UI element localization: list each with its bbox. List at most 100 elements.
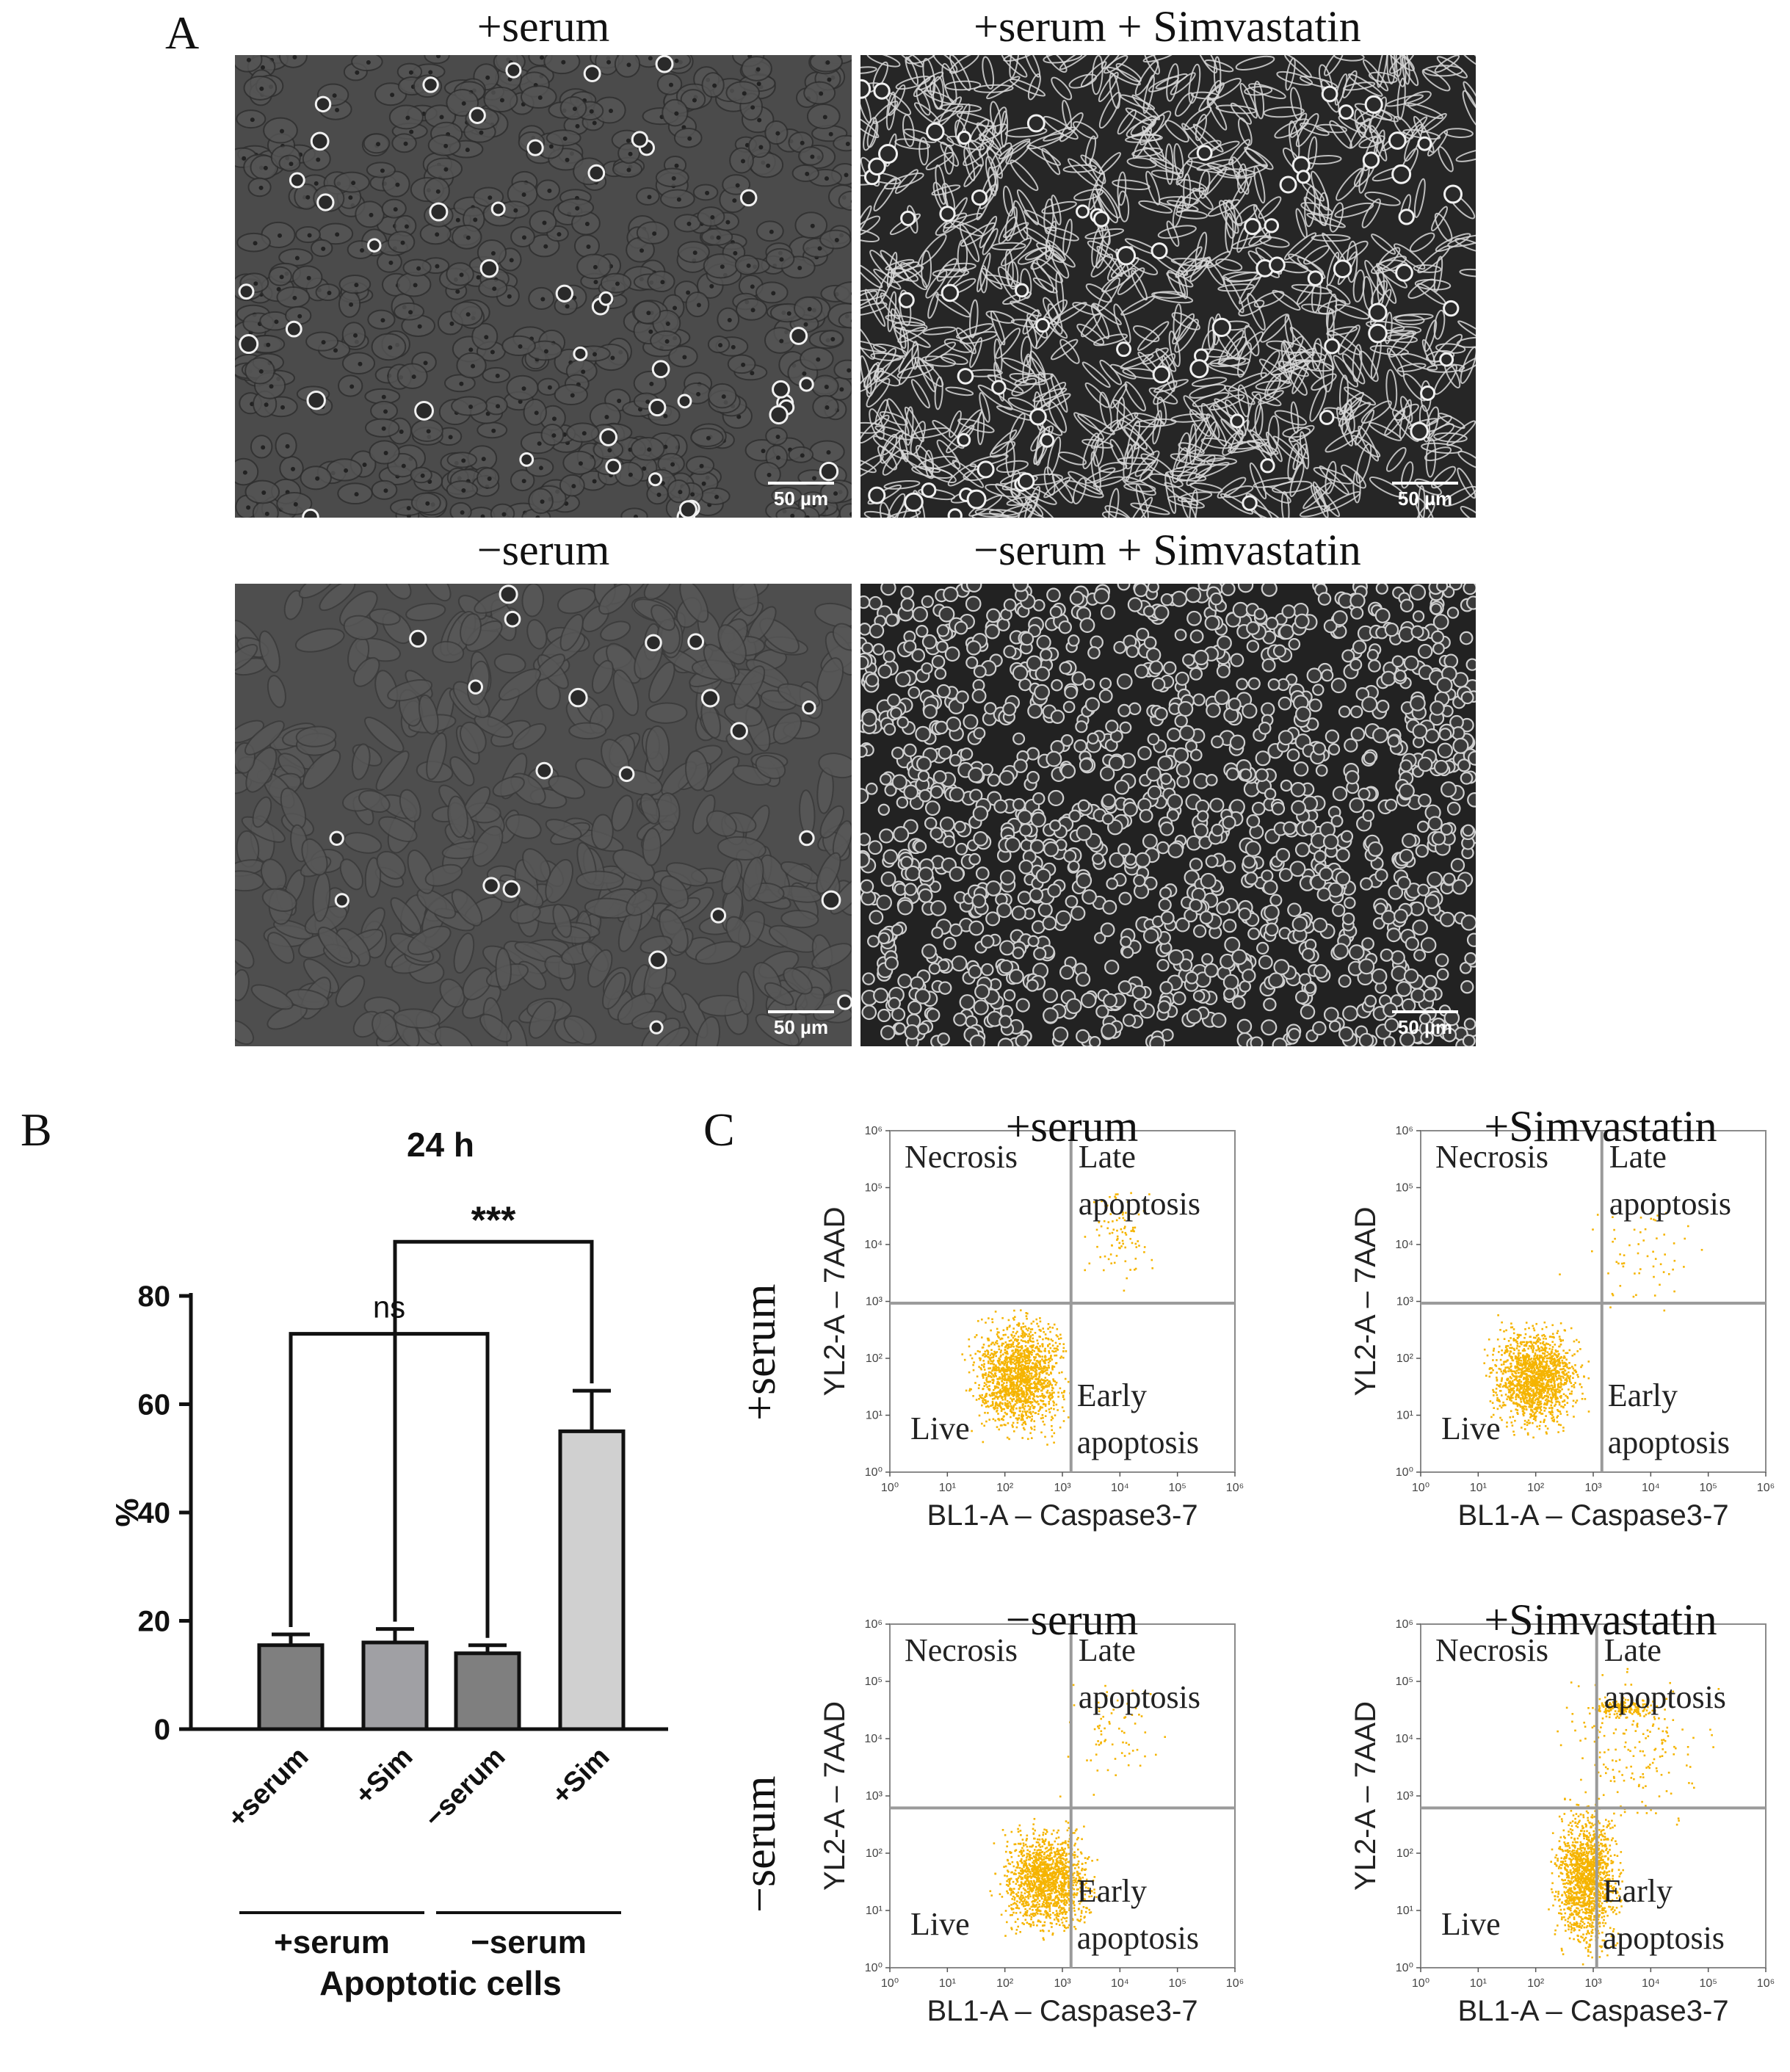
rounded-cell: [1094, 212, 1108, 226]
cell-texture: [235, 55, 852, 518]
rounded-cell: [507, 63, 521, 77]
rounded-cell: [770, 406, 787, 423]
quadrant-label-live: Live: [910, 1410, 970, 1446]
x-tick-label: 10³: [1584, 1482, 1602, 1494]
x-tick-label: 10²: [996, 1482, 1014, 1494]
rounded-cell: [791, 328, 807, 344]
y-tick-label: 10⁴: [1395, 1733, 1413, 1745]
micrograph-noserum-texture: [235, 584, 852, 1046]
panel-c-letter: C: [703, 1103, 735, 1157]
rounded-cell: [1308, 272, 1322, 286]
flow-title-4: +Simvastatin: [1417, 1595, 1784, 1645]
x-tick-label: 10⁴: [1642, 1482, 1660, 1494]
rounded-cell: [1213, 319, 1230, 336]
micro-title-noserum-simvastatin: −serum + Simvastatin: [859, 525, 1476, 576]
rounded-cell: [584, 66, 600, 81]
x-tick-label: 10³: [1054, 1977, 1071, 1990]
scale-bar: 50 µm: [1385, 482, 1465, 510]
micro-title-serum-simvastatin: +serum + Simvastatin: [859, 1, 1476, 52]
rounded-cell: [369, 239, 380, 251]
rounded-cell: [410, 631, 426, 646]
x-tick-label: 10⁵: [1699, 1977, 1717, 1990]
rounded-cell: [1280, 177, 1296, 192]
rounded-cell: [905, 493, 923, 511]
group-label: −serum: [471, 1924, 587, 1960]
rounded-cell: [689, 634, 703, 649]
rounded-cell: [958, 131, 970, 143]
rounded-cell: [650, 952, 666, 968]
quadrant-label-live: Live: [910, 1906, 970, 1942]
significance-label: ns: [373, 1290, 405, 1325]
scale-bar: 50 µm: [761, 482, 841, 510]
rounded-cell: [308, 391, 325, 408]
rounded-cell: [958, 369, 973, 384]
x-tick-label: 10⁵: [1168, 1482, 1186, 1494]
rounded-cell: [570, 689, 587, 706]
y-tick-label: 10⁰: [1396, 1962, 1413, 1974]
y-tick-label: 10³: [1396, 1296, 1414, 1308]
rounded-cell: [942, 285, 958, 301]
micro-title-noserum: −serum: [235, 525, 852, 576]
x-tick-label: 10⁶: [1226, 1482, 1244, 1494]
y-axis-label: YL2-A – 7AAD: [1349, 1207, 1382, 1397]
rounded-cell: [240, 336, 258, 353]
rounded-cell: [1245, 219, 1260, 233]
x-tick-label: 10⁰: [881, 1977, 899, 1990]
y-tick-label: 10⁴: [864, 1239, 883, 1251]
x-tick-label: +Sim: [349, 1742, 419, 1811]
rounded-cell: [650, 474, 662, 485]
rounded-cell: [702, 690, 718, 706]
x-axis-label: Apoptotic cells: [319, 1964, 562, 2002]
rounded-cell: [1231, 415, 1244, 427]
rounded-cell: [711, 909, 725, 922]
rounded-cell: [484, 878, 499, 894]
rounded-cell: [678, 395, 691, 407]
rounded-cell: [521, 453, 533, 466]
panel-c: C +serum −serum +serum +Simvastatin −ser…: [690, 1072, 1790, 2068]
micrograph-noserum-simvastatin-texture: [860, 584, 1476, 1046]
rounded-cell: [336, 894, 348, 907]
rounded-cell: [822, 891, 840, 909]
rounded-cell: [303, 510, 319, 518]
quadrant-label-live: Live: [1441, 1410, 1501, 1446]
y-tick-label: 10⁶: [1396, 1618, 1413, 1631]
rounded-cell: [949, 510, 961, 518]
y-tick-label: 10⁶: [1396, 1125, 1413, 1137]
rounded-cell: [1320, 411, 1333, 424]
bar: [259, 1645, 322, 1729]
rounded-cell: [1037, 319, 1049, 332]
y-tick-label: 10³: [866, 1790, 883, 1803]
rounded-cell: [504, 881, 519, 896]
x-tick-label: 10³: [1054, 1482, 1071, 1494]
x-tick-label: 10⁵: [1168, 1977, 1186, 1990]
rounded-cell: [653, 361, 669, 377]
rounded-cell: [1444, 301, 1458, 315]
rounded-cell: [1366, 96, 1382, 112]
rounded-cell: [557, 286, 572, 301]
micrograph-serum: 50 µm: [235, 55, 852, 518]
y-axis-label: YL2-A – 7AAD: [819, 1701, 851, 1891]
rounded-cell: [1322, 87, 1337, 101]
y-tick-label: 10²: [1396, 1847, 1414, 1860]
rounded-cell: [574, 347, 587, 360]
y-tick-label: 10³: [1396, 1790, 1414, 1803]
y-tick-label: 0: [154, 1714, 170, 1746]
significance-label: ***: [471, 1199, 516, 1242]
micro-title-serum: +serum: [235, 1, 852, 52]
y-tick-label: 80: [138, 1280, 171, 1313]
row-label-noserum: −serum: [734, 1776, 786, 1913]
rounded-cell: [481, 260, 498, 277]
significance-bracket: [291, 1334, 488, 1638]
y-tick-label: 10²: [866, 1352, 883, 1365]
y-tick-label: 10⁶: [865, 1618, 883, 1631]
rounded-cell: [741, 190, 756, 205]
rounded-cell: [424, 78, 438, 92]
scale-label: 50 µm: [774, 488, 828, 510]
micrograph-serum-simvastatin-texture: [860, 55, 1476, 518]
rounded-cell: [1369, 304, 1386, 321]
y-tick-label: 10⁰: [1396, 1466, 1413, 1479]
rounded-cell: [1117, 343, 1131, 356]
